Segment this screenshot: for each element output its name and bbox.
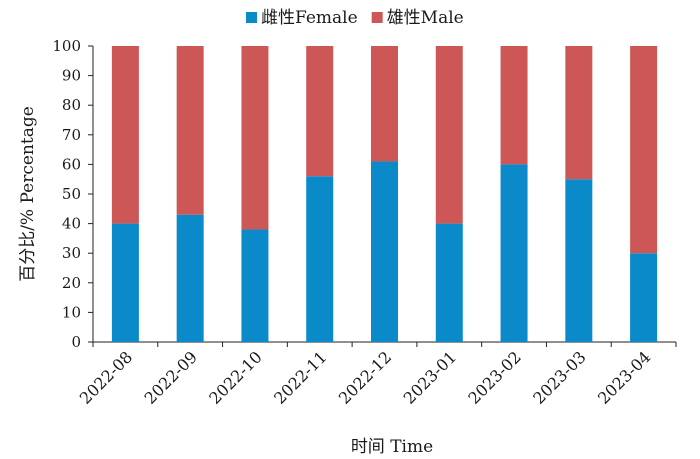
y-tick-label: 90 [62,67,81,85]
bars [111,46,658,342]
legend-label-female: 雌性Female [261,8,358,28]
bar-female-2022-08 [111,223,139,342]
x-tick-label: 2023-01 [400,347,460,407]
bar-male-2022-11 [306,46,334,177]
bar-male-2022-09 [176,46,204,215]
y-tick-label: 0 [71,333,81,351]
bar-female-2023-01 [435,223,463,342]
x-tick-label: 2022-12 [335,347,395,407]
y-tick-labels: 0 10 20 30 40 50 60 70 80 90 100 [52,37,81,351]
bar-male-2022-10 [241,46,269,230]
x-tick-label: 2022-11 [270,347,330,407]
x-tick-label: 2022-10 [205,347,265,407]
x-tick-label: 2023-03 [529,347,589,407]
y-tick-label: 50 [62,185,81,203]
x-tick-labels: 2022-08 2022-09 2022-10 2022-11 2022-12 2023-… [76,347,655,407]
bar-female-2022-10 [241,229,269,342]
bar-female-2022-09 [176,214,204,342]
bar-female-2023-04 [630,253,658,342]
y-tick-label: 70 [62,126,81,144]
y-axis-title: 百分比/% Percentage [18,106,38,282]
legend-swatch-female [246,12,257,23]
y-tick-label: 10 [62,303,81,321]
legend-swatch-male [371,12,383,23]
bar-female-2023-02 [500,164,528,342]
x-tick-label: 2023-04 [594,347,654,407]
bar-male-2023-01 [435,46,463,224]
y-tick-label: 100 [52,37,81,55]
y-tick-label: 60 [62,155,81,173]
bar-male-2023-02 [500,46,528,165]
legend-label-male: 雄性Male [387,8,464,28]
legend: 雌性Female 雄性Male [246,8,464,28]
bar-female-2022-11 [306,176,334,342]
x-tick-label: 2022-08 [76,347,136,407]
bar-female-2023-03 [565,179,593,342]
bar-female-2022-12 [371,161,398,342]
x-axis-title: 时间 Time [351,437,433,457]
y-tick-label: 30 [62,244,81,262]
bar-male-2023-03 [565,46,593,180]
bar-male-2023-04 [630,46,658,254]
bar-male-2022-12 [371,46,398,162]
y-tick-label: 20 [62,274,81,292]
x-tick-label: 2022-09 [141,347,201,407]
x-tick-label: 2023-02 [464,347,524,407]
y-tick-label: 40 [62,215,81,233]
bar-male-2022-08 [111,46,139,224]
y-tick-label: 80 [62,96,81,114]
